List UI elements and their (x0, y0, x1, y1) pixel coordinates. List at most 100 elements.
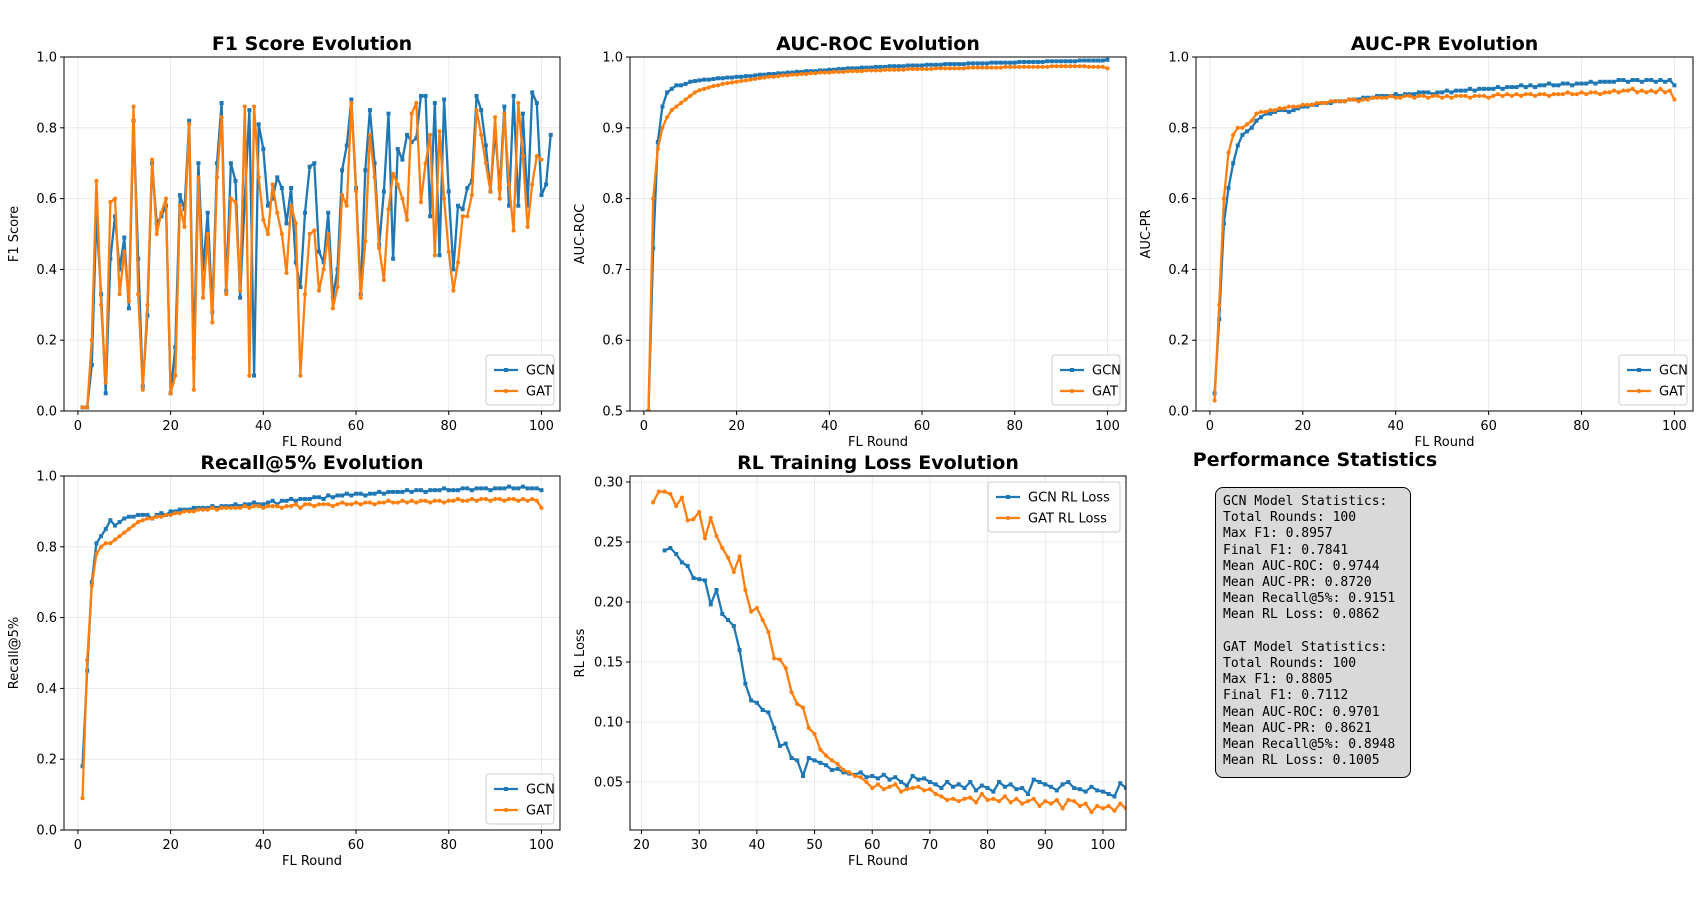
y-axis-label: Recall@5% (7, 617, 22, 689)
data-point (182, 224, 187, 230)
data-point (1444, 88, 1449, 93)
data-point (887, 777, 892, 782)
data-point (864, 65, 869, 70)
data-point (173, 511, 178, 516)
data-point (1068, 64, 1073, 69)
data-point (395, 182, 400, 187)
data-point (1072, 786, 1077, 790)
data-point (679, 495, 685, 500)
data-point (312, 503, 317, 509)
data-point (896, 64, 901, 69)
x-tick-label: 60 (914, 419, 931, 434)
y-axis-label: RL Loss (573, 628, 588, 677)
data-point (502, 111, 507, 116)
x-tick-label: 40 (1387, 419, 1404, 434)
data-point (1440, 95, 1445, 100)
data-point (678, 100, 684, 106)
data-point (511, 496, 516, 502)
data-point (349, 502, 354, 507)
y-tick-label: 0.2 (36, 753, 57, 768)
data-point (1014, 787, 1019, 792)
y-tick-label: 0.05 (594, 776, 623, 791)
x-tick-label: 80 (1573, 419, 1590, 434)
data-point (881, 772, 886, 777)
data-point (293, 260, 298, 265)
data-point (117, 267, 122, 272)
data-point (1008, 800, 1013, 805)
data-point (112, 537, 118, 542)
data-point (525, 486, 530, 491)
data-point (1060, 806, 1065, 811)
data-point (1106, 803, 1111, 809)
data-point (1286, 104, 1291, 109)
data-point (418, 498, 424, 503)
data-point (777, 744, 782, 748)
data-point (126, 527, 131, 532)
data-point (878, 64, 883, 69)
data-point (1086, 58, 1091, 63)
x-tick-label: 80 (440, 419, 457, 434)
data-point (340, 168, 345, 173)
series-line (652, 490, 1126, 814)
data-point (933, 782, 938, 787)
data-point (720, 612, 725, 616)
data-point (1472, 93, 1477, 99)
data-point (261, 147, 266, 152)
series-gat-rl-loss (650, 489, 1126, 815)
data-point (451, 267, 456, 272)
data-point (493, 496, 498, 502)
data-point (386, 111, 391, 116)
data-point (1045, 64, 1050, 70)
data-point (363, 493, 368, 498)
data-point (298, 285, 303, 290)
data-point (737, 554, 742, 559)
data-point (520, 496, 526, 502)
data-point (293, 498, 298, 503)
data-point (1454, 88, 1459, 93)
data-point (1037, 803, 1042, 809)
data-point (307, 164, 312, 169)
data-point (270, 498, 275, 503)
data-point (539, 488, 544, 493)
data-point (991, 789, 996, 794)
data-point (961, 62, 966, 67)
data-point (1063, 64, 1068, 69)
data-point (674, 83, 679, 88)
data-point (927, 787, 933, 792)
legend: GCN GAT (485, 773, 555, 825)
data-point (1095, 803, 1100, 809)
x-tick-label: 20 (162, 838, 179, 853)
data-point (789, 756, 794, 760)
data-point (154, 231, 159, 237)
data-point (829, 758, 834, 763)
data-point (1663, 79, 1668, 84)
data-point (363, 500, 368, 505)
data-point (391, 256, 396, 261)
data-point (507, 203, 512, 208)
data-point (89, 583, 94, 588)
data-point (293, 502, 298, 507)
data-point (279, 505, 284, 510)
data-point (330, 495, 335, 500)
data-point (391, 500, 396, 505)
data-point (919, 66, 925, 72)
data-point (771, 74, 776, 79)
data-point (1579, 90, 1584, 95)
data-point (335, 502, 340, 507)
data-point (714, 533, 719, 539)
data-point (205, 231, 210, 237)
data-point (168, 391, 173, 396)
data-point (1040, 59, 1045, 64)
data-point (812, 758, 817, 763)
data-point (191, 509, 196, 514)
data-point (247, 505, 252, 510)
chart-title: Recall@5% Evolution (200, 452, 423, 474)
data-point (456, 488, 461, 493)
data-point (708, 515, 713, 521)
data-point (219, 115, 224, 120)
data-point (1212, 398, 1217, 403)
data-point (749, 698, 754, 703)
data-point (668, 491, 673, 497)
data-point (726, 618, 731, 622)
x-axis-label: FL Round (848, 435, 908, 450)
